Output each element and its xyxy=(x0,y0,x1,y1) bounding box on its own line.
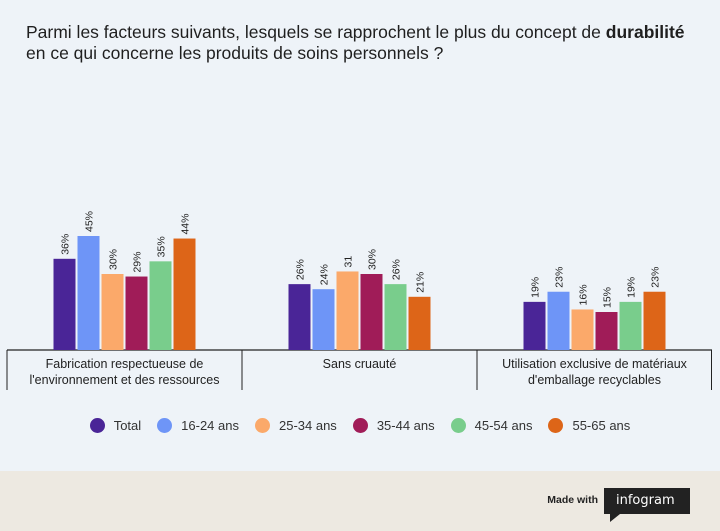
legend-label: Total xyxy=(113,417,142,433)
bar-55-65-ans xyxy=(408,296,431,350)
data-label: 24% xyxy=(319,264,331,285)
title-part1: Parmi les facteurs suivants, lesquels se… xyxy=(26,22,601,42)
bar-16-24-ans xyxy=(77,236,100,350)
legend-item[interactable]: 16-24 ans xyxy=(157,417,239,433)
bar-25-34-ans xyxy=(336,271,359,350)
data-label: 29% xyxy=(132,252,144,273)
data-label: 19% xyxy=(530,277,542,298)
data-label: 31 xyxy=(343,256,355,268)
data-label: 26% xyxy=(391,259,403,280)
legend-item[interactable]: 45-54 ans xyxy=(450,417,533,433)
bar-55-65-ans xyxy=(173,238,196,350)
infogram-badge-tail xyxy=(610,514,620,522)
legend-swatch xyxy=(548,417,564,433)
data-label: 19% xyxy=(626,277,638,298)
infogram-brand-text: infogram xyxy=(616,493,675,508)
legend-swatch xyxy=(254,417,270,433)
data-label: 45% xyxy=(84,211,96,232)
bar-chart: 36% 45% 30% 29% 35% 44% Fabrication respectueu… xyxy=(6,211,712,390)
legend-swatch xyxy=(352,417,368,433)
bar-35-44-ans xyxy=(125,276,148,350)
bar-16-24-ans xyxy=(547,291,570,350)
legend-label: 45-54 ans xyxy=(474,417,533,433)
data-label: 30% xyxy=(108,249,120,270)
data-label: 35% xyxy=(156,236,168,257)
legend-label: 35-44 ans xyxy=(376,417,435,433)
legend-label: 16-24 ans xyxy=(181,417,239,433)
bar-25-34-ans xyxy=(571,309,594,350)
bar-16-24-ans xyxy=(312,289,335,350)
data-label: 23% xyxy=(650,267,662,288)
data-label: 26% xyxy=(295,259,307,280)
bar-total xyxy=(288,284,311,350)
legend-item[interactable]: 55-65 ans xyxy=(548,417,631,433)
category-label: Fabrication respectueuse de xyxy=(46,357,204,371)
category-label: Sans cruauté xyxy=(323,357,397,371)
legend-item[interactable]: Total xyxy=(89,417,142,433)
data-label: 44% xyxy=(180,214,192,235)
infogram-badge xyxy=(604,488,690,514)
bar-45-54-ans xyxy=(384,284,407,350)
title-part2: en ce qui concerne les produits de soins… xyxy=(26,43,444,63)
title-bold-word: durabilité xyxy=(605,22,685,42)
chart-title: Parmi les facteurs suivants, lesquels se… xyxy=(26,22,686,64)
legend-swatch xyxy=(450,417,466,433)
bar-35-44-ans xyxy=(360,274,383,350)
legend-swatch xyxy=(89,417,105,433)
legend-label: 25-34 ans xyxy=(278,417,337,433)
bar-45-54-ans xyxy=(149,261,172,350)
bar-total xyxy=(53,258,76,350)
category-label: l'environnement et des ressources xyxy=(30,373,220,387)
bar-55-65-ans xyxy=(643,291,666,350)
made-with-label: Made with xyxy=(547,494,598,506)
bar-45-54-ans xyxy=(619,301,642,350)
bar-35-44-ans xyxy=(595,312,618,350)
data-label: 36% xyxy=(60,234,72,255)
legend-item[interactable]: 35-44 ans xyxy=(352,417,435,433)
footer: Made with infogram xyxy=(0,471,720,531)
legend: Total 16-24 ans 25-34 ans 35-44 ans 45-54 an… xyxy=(0,414,720,436)
legend-item[interactable]: 25-34 ans xyxy=(254,417,337,433)
legend-label: 55-65 ans xyxy=(572,417,631,433)
bar-total xyxy=(523,301,546,350)
bar-25-34-ans xyxy=(101,274,124,350)
data-label: 21% xyxy=(415,272,427,293)
category-label: d'emballage recyclables xyxy=(528,373,661,387)
data-label: 15% xyxy=(602,287,614,308)
category-label: Utilisation exclusive de matériaux xyxy=(502,357,688,371)
data-label: 30% xyxy=(367,249,379,270)
data-label: 23% xyxy=(554,267,566,288)
legend-swatch xyxy=(157,417,173,433)
data-label: 16% xyxy=(578,284,590,305)
infogram-logo[interactable]: infogram xyxy=(604,488,690,522)
